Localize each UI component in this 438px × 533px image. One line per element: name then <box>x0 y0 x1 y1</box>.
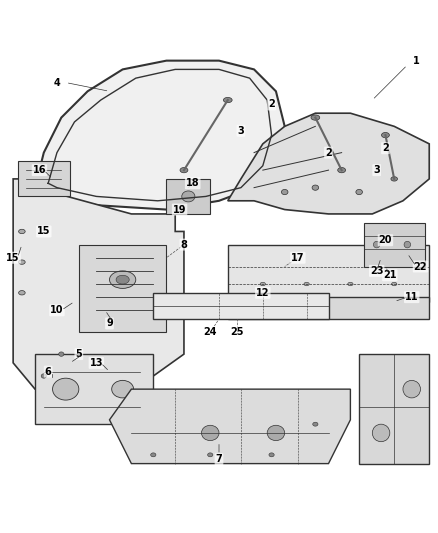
Ellipse shape <box>381 133 389 138</box>
Text: 11: 11 <box>405 292 418 302</box>
Text: 16: 16 <box>33 165 46 175</box>
Polygon shape <box>110 389 350 464</box>
Text: 20: 20 <box>379 235 392 245</box>
Text: 2: 2 <box>268 100 275 109</box>
Ellipse shape <box>59 352 64 356</box>
Text: 23: 23 <box>370 266 383 276</box>
Ellipse shape <box>116 275 129 284</box>
Polygon shape <box>18 161 70 197</box>
Ellipse shape <box>311 115 320 120</box>
Ellipse shape <box>201 425 219 441</box>
Text: 24: 24 <box>204 327 217 337</box>
Ellipse shape <box>403 381 420 398</box>
Ellipse shape <box>391 177 398 181</box>
Text: 2: 2 <box>382 143 389 154</box>
Text: 15: 15 <box>37 227 50 237</box>
Text: 19: 19 <box>173 205 186 215</box>
Text: 25: 25 <box>230 327 243 337</box>
Ellipse shape <box>373 241 380 248</box>
Ellipse shape <box>18 260 25 264</box>
Text: 7: 7 <box>215 454 223 464</box>
Text: 6: 6 <box>45 367 52 377</box>
Ellipse shape <box>356 189 362 195</box>
Text: 10: 10 <box>50 305 64 316</box>
Text: 3: 3 <box>237 126 244 136</box>
Polygon shape <box>79 245 166 332</box>
Polygon shape <box>35 354 153 424</box>
Ellipse shape <box>18 290 25 295</box>
Text: 5: 5 <box>75 349 82 359</box>
Ellipse shape <box>208 453 213 457</box>
Polygon shape <box>166 179 210 214</box>
Text: 3: 3 <box>373 165 380 175</box>
Ellipse shape <box>112 381 134 398</box>
Polygon shape <box>153 293 328 319</box>
Text: 9: 9 <box>106 318 113 328</box>
Ellipse shape <box>281 189 288 195</box>
Ellipse shape <box>372 424 390 442</box>
Polygon shape <box>13 179 184 398</box>
Ellipse shape <box>269 453 274 457</box>
Text: 21: 21 <box>383 270 396 280</box>
Polygon shape <box>35 61 285 209</box>
Polygon shape <box>359 354 429 464</box>
Ellipse shape <box>312 185 319 190</box>
Ellipse shape <box>348 282 353 286</box>
Text: 18: 18 <box>186 178 200 188</box>
Ellipse shape <box>313 422 318 426</box>
Ellipse shape <box>392 282 397 286</box>
Text: 13: 13 <box>90 358 103 368</box>
Text: 17: 17 <box>291 253 304 263</box>
Text: 12: 12 <box>256 288 269 298</box>
Text: 2: 2 <box>325 148 332 158</box>
Ellipse shape <box>110 271 136 288</box>
Polygon shape <box>228 245 429 302</box>
Ellipse shape <box>151 453 156 457</box>
Text: 22: 22 <box>414 262 427 271</box>
Ellipse shape <box>180 167 188 173</box>
Ellipse shape <box>182 191 195 202</box>
Polygon shape <box>364 223 425 266</box>
Ellipse shape <box>41 374 46 378</box>
Ellipse shape <box>304 282 309 286</box>
Ellipse shape <box>223 98 232 103</box>
Polygon shape <box>228 297 429 319</box>
Text: 8: 8 <box>180 240 187 249</box>
Text: 4: 4 <box>53 77 60 87</box>
Ellipse shape <box>267 425 285 441</box>
Ellipse shape <box>18 229 25 233</box>
Text: 1: 1 <box>413 55 420 66</box>
Ellipse shape <box>404 241 411 248</box>
Ellipse shape <box>260 282 265 286</box>
Ellipse shape <box>53 378 79 400</box>
Polygon shape <box>228 113 429 214</box>
Text: 15: 15 <box>7 253 20 263</box>
Ellipse shape <box>338 167 346 173</box>
